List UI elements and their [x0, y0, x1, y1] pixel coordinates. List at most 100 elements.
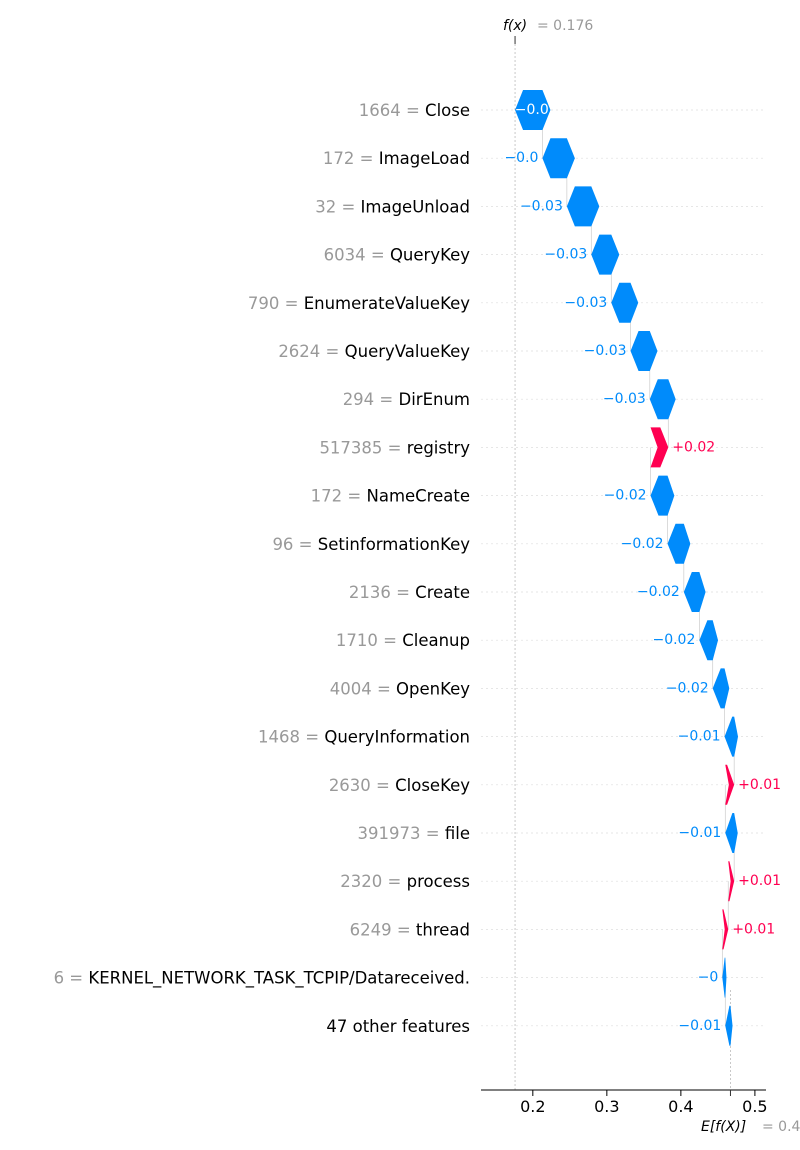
feature-label: 1664 = Close [359, 101, 470, 120]
feature-value: 2624 = [278, 342, 344, 361]
x-tick-label: 0.2 [520, 1097, 545, 1116]
feature-labels: 1664 = Close 172 = ImageLoad 32 = ImageUnl… [54, 101, 471, 1036]
feature-name: EnumerateValueKey [304, 293, 471, 312]
bar-value-label: −0.02 [666, 680, 709, 696]
x-tick-label: 0.5 [742, 1097, 767, 1116]
ex-label: E[f(X)] [701, 1119, 746, 1135]
feature-label: 47 other features [326, 1016, 470, 1035]
feature-name: ImageLoad [379, 149, 470, 168]
feature-name: KERNEL_NETWORK_TASK_TCPIP/Datareceived. [88, 968, 470, 988]
negative-bar [515, 90, 551, 130]
feature-label: 32 = ImageUnload [315, 197, 470, 216]
positive-bar [722, 909, 729, 950]
row-gridlines [481, 109, 766, 1027]
feature-name: 47 other features [326, 1016, 470, 1035]
feature-label: 6 = KERNEL_NETWORK_TASK_TCPIP/Datareceiv… [54, 968, 470, 988]
annotations: f(x) = 0.176 E[f(X)] = 0.4 [503, 18, 800, 1135]
negative-bar [725, 813, 738, 853]
feature-label: 6034 = QueryKey [324, 245, 471, 264]
feature-name: ImageUnload [361, 197, 470, 216]
negative-bar [667, 523, 691, 564]
feature-label: 391973 = file [358, 824, 470, 843]
feature-name: thread [416, 920, 470, 939]
negative-bar [649, 379, 676, 420]
bar-value-label: +0.01 [738, 873, 781, 889]
negative-bar [542, 138, 575, 179]
negative-bar [724, 716, 739, 757]
feature-name: QueryKey [390, 245, 470, 264]
bar-value-label: +0.02 [672, 439, 715, 455]
x-tick-label: 0.4 [668, 1097, 693, 1116]
feature-name: Create [415, 583, 470, 602]
bar-value-label: −0.0 [515, 102, 549, 118]
positive-bar [725, 764, 735, 805]
feature-name: file [445, 824, 470, 843]
reference-lines [514, 36, 735, 1090]
feature-label: 2630 = CloseKey [329, 775, 470, 794]
x-axis: 0.2 0.3 0.4 0.5 [481, 1089, 768, 1116]
feature-label: 1468 = QueryInformation [258, 727, 470, 746]
bar-value-label: −0.01 [678, 729, 721, 745]
feature-label: 4004 = OpenKey [330, 679, 471, 698]
feature-name: CloseKey [395, 775, 470, 794]
feature-value: 2136 = [349, 583, 415, 602]
feature-name: Cleanup [402, 631, 470, 650]
feature-name: QueryInformation [324, 727, 470, 746]
feature-value: 517385 = [319, 438, 406, 457]
bar-value-label: −0.03 [584, 343, 627, 359]
negative-bar [566, 186, 600, 227]
feature-label: 6249 = thread [350, 920, 470, 939]
feature-name: QueryValueKey [345, 342, 471, 361]
ex-value: = 0.4 [762, 1119, 800, 1135]
feature-label: 2320 = process [340, 872, 470, 891]
feature-value: 2630 = [329, 775, 395, 794]
x-tick-label: 0.3 [594, 1097, 619, 1116]
negative-bar [630, 331, 658, 371]
bar-value-label: −0.01 [678, 825, 721, 841]
negative-bar [591, 234, 620, 275]
feature-value: 6034 = [324, 245, 390, 264]
feature-name: NameCreate [366, 486, 470, 505]
bar-value-label: −0.03 [603, 391, 646, 407]
feature-label: 96 = SetinformationKey [272, 534, 470, 553]
feature-value: 32 = [315, 197, 360, 216]
feature-value: 1664 = [359, 101, 425, 120]
feature-name: Close [425, 101, 470, 120]
bar-value-label: +0.01 [732, 921, 775, 937]
feature-label: 790 = EnumerateValueKey [248, 293, 470, 312]
feature-value: 294 = [343, 390, 399, 409]
bars: −0.0 −0.0 −0.03 −0.03 −0.03 −0.03 −0.03 +0.02 −0… [504, 90, 781, 1046]
feature-value: 391973 = [358, 824, 445, 843]
feature-value: 172 = [323, 149, 379, 168]
bar-value-label: +0.01 [738, 777, 781, 793]
negative-bar [725, 1005, 733, 1046]
positive-bar [728, 861, 735, 902]
feature-value: 4004 = [330, 679, 396, 698]
feature-name: OpenKey [396, 679, 470, 698]
negative-bar [699, 620, 719, 661]
feature-value: 172 = [311, 486, 367, 505]
feature-label: 172 = ImageLoad [323, 149, 470, 168]
bar-value-label: −0.03 [564, 295, 607, 311]
feature-value: 1468 = [258, 727, 324, 746]
bar-value-label: −0.01 [678, 1018, 721, 1034]
feature-value: 2320 = [340, 872, 406, 891]
feature-name: SetinformationKey [318, 534, 470, 553]
negative-bar [650, 475, 675, 516]
bar-value-label: −0.03 [544, 247, 587, 263]
feature-value: 96 = [272, 534, 317, 553]
negative-bar [611, 282, 639, 323]
negative-bar [712, 668, 730, 709]
bar-value-label: −0.0 [504, 150, 538, 166]
feature-label: 294 = DirEnum [343, 390, 470, 409]
feature-label: 2624 = QueryValueKey [278, 342, 470, 361]
feature-value: 790 = [248, 293, 304, 312]
bar-value-label: −0.02 [621, 536, 664, 552]
fx-value: = 0.176 [537, 18, 593, 34]
positive-bar [650, 427, 669, 468]
negative-bar [722, 957, 727, 998]
feature-label: 517385 = registry [319, 438, 470, 457]
negative-bar [683, 572, 706, 612]
bar-value-label: −0.02 [604, 488, 647, 504]
